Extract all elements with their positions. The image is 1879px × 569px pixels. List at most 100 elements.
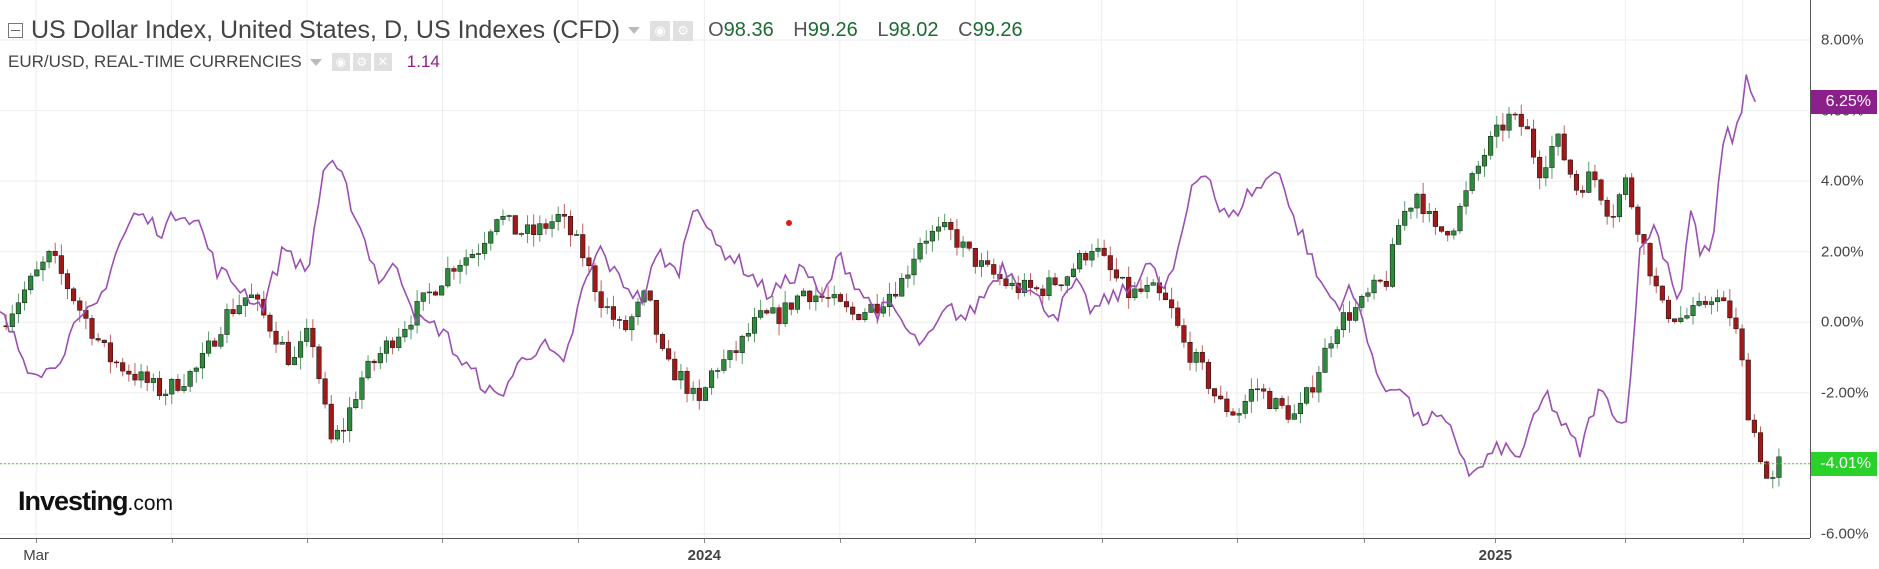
candle [175, 374, 181, 393]
candle-body [653, 299, 659, 335]
candle-body [1647, 243, 1653, 277]
candle-body [948, 222, 954, 230]
candle-body [64, 273, 71, 290]
candle-body [224, 309, 230, 335]
candle [1751, 413, 1757, 438]
candle [1721, 291, 1727, 302]
candle [1316, 365, 1322, 403]
high-label: H [793, 19, 808, 41]
candle [929, 225, 935, 252]
candle [1684, 307, 1690, 320]
candle [298, 330, 304, 370]
candle [972, 247, 978, 274]
candle-body [181, 386, 187, 391]
comparison-hide-icon[interactable]: ◉ [331, 53, 350, 71]
candle-body [310, 327, 316, 348]
candle [322, 371, 328, 409]
candle-body [1254, 388, 1261, 391]
candle-body [1377, 279, 1383, 282]
chart-area[interactable]: US Dollar Index, United States, D, US In… [0, 0, 1810, 538]
candle [64, 269, 71, 300]
candle-body [298, 341, 304, 358]
candle [1138, 279, 1144, 294]
candle [113, 359, 120, 368]
candle [1095, 238, 1101, 258]
ohlc-readout: O98.36 H99.26 L98.02 C99.26 [708, 19, 1037, 42]
candle-body [1543, 167, 1549, 179]
candle [107, 334, 113, 374]
candle-body [432, 291, 439, 296]
candle [617, 316, 623, 329]
candle [218, 326, 224, 350]
candle [420, 292, 426, 311]
candle-body [1138, 288, 1144, 292]
candle-body [212, 340, 218, 347]
plot-canvas[interactable] [0, 0, 1810, 538]
candle-body [52, 251, 58, 256]
dropdown-caret-icon[interactable] [628, 27, 641, 34]
candle-body [402, 328, 408, 338]
candle-body [745, 333, 751, 337]
candle-body [1616, 194, 1622, 218]
candle-body [1279, 398, 1285, 406]
price-axis[interactable]: 8.00%6.00%4.00%2.00%0.00%-2.00%-4.00%-6.… [1810, 0, 1879, 543]
candle-body [1150, 282, 1156, 286]
candle [1334, 326, 1340, 349]
candle [1402, 201, 1408, 231]
candle-body [1751, 419, 1757, 433]
time-tick-mark [1237, 539, 1239, 543]
candle [635, 297, 641, 326]
candle [659, 332, 666, 352]
candle [475, 243, 482, 267]
time-axis[interactable]: Mar 2024 2025 [0, 538, 1810, 569]
candle-body [923, 240, 929, 244]
candle [960, 236, 966, 258]
candle-body [561, 214, 567, 217]
hide-icon[interactable]: ◉ [650, 20, 671, 41]
candle [1567, 158, 1573, 179]
candle [1199, 345, 1205, 370]
candle-body [1120, 276, 1126, 279]
dollar-index-candles [3, 104, 1782, 489]
candle-body [598, 291, 604, 308]
candle-body [1064, 276, 1070, 286]
candle-body [377, 353, 383, 364]
comparison-settings-icon[interactable]: ⚙ [352, 53, 371, 71]
candle-body [794, 295, 800, 310]
candle-body [1481, 155, 1488, 167]
low-value: 98.02 [888, 19, 939, 41]
candle-body [304, 327, 310, 342]
candle-body [426, 291, 432, 294]
candle [1377, 278, 1383, 284]
candle [1733, 307, 1739, 334]
settings-icon[interactable]: ⚙ [673, 20, 694, 41]
close-icon[interactable]: ✕ [373, 53, 392, 71]
candle [236, 294, 242, 316]
candle [782, 290, 788, 328]
candle-body [1745, 359, 1751, 421]
candle-body [580, 234, 586, 259]
candle-body [1659, 285, 1665, 301]
candle-body [1261, 388, 1267, 392]
candle-body [1359, 296, 1365, 308]
candle-body [1432, 210, 1438, 227]
candle [733, 340, 739, 361]
candle [709, 368, 715, 395]
time-tick-label: Mar [23, 547, 50, 564]
candle-body [206, 340, 212, 354]
candle [1481, 148, 1488, 177]
candle [482, 231, 488, 260]
time-tick-mark [577, 539, 579, 543]
collapse-icon[interactable] [8, 23, 23, 38]
candle [334, 424, 340, 442]
candle [1328, 336, 1334, 358]
candle [1561, 125, 1567, 162]
candle-body [715, 370, 721, 372]
low-label: L [877, 19, 889, 41]
candle [948, 218, 954, 241]
candle [537, 215, 543, 242]
candle-body [1297, 402, 1303, 414]
comparison-dropdown-caret-icon[interactable] [309, 58, 322, 66]
candle-body [1537, 156, 1543, 179]
candle-body [1291, 413, 1297, 420]
